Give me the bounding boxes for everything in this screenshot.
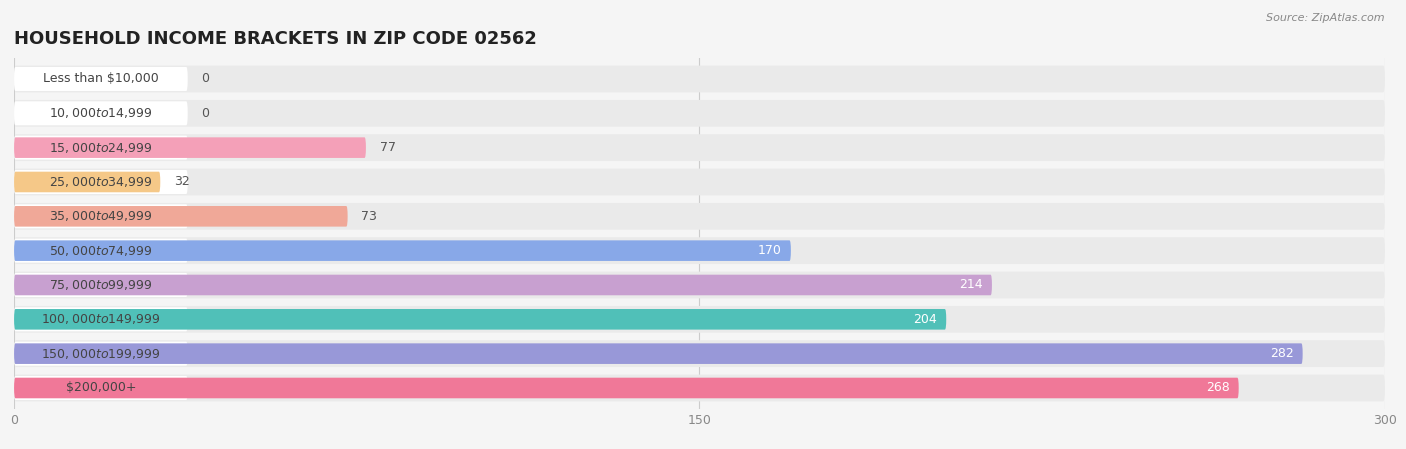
FancyBboxPatch shape xyxy=(14,340,1385,367)
FancyBboxPatch shape xyxy=(14,306,1385,333)
FancyBboxPatch shape xyxy=(14,136,188,160)
Text: 32: 32 xyxy=(174,176,190,189)
FancyBboxPatch shape xyxy=(14,378,1239,398)
FancyBboxPatch shape xyxy=(14,309,946,330)
Text: $25,000 to $34,999: $25,000 to $34,999 xyxy=(49,175,153,189)
FancyBboxPatch shape xyxy=(14,204,188,229)
FancyBboxPatch shape xyxy=(14,342,188,365)
Text: Less than $10,000: Less than $10,000 xyxy=(44,72,159,85)
Text: $75,000 to $99,999: $75,000 to $99,999 xyxy=(49,278,153,292)
FancyBboxPatch shape xyxy=(14,101,188,125)
Text: HOUSEHOLD INCOME BRACKETS IN ZIP CODE 02562: HOUSEHOLD INCOME BRACKETS IN ZIP CODE 02… xyxy=(14,31,537,48)
Text: 268: 268 xyxy=(1206,382,1229,395)
FancyBboxPatch shape xyxy=(14,272,1385,299)
Text: $100,000 to $149,999: $100,000 to $149,999 xyxy=(41,313,160,326)
FancyBboxPatch shape xyxy=(14,168,1385,195)
Text: 282: 282 xyxy=(1270,347,1294,360)
Text: $200,000+: $200,000+ xyxy=(66,382,136,395)
FancyBboxPatch shape xyxy=(14,170,188,194)
FancyBboxPatch shape xyxy=(14,67,188,91)
Text: 77: 77 xyxy=(380,141,395,154)
Text: 170: 170 xyxy=(758,244,782,257)
Text: 204: 204 xyxy=(914,313,938,326)
Text: $15,000 to $24,999: $15,000 to $24,999 xyxy=(49,141,153,154)
FancyBboxPatch shape xyxy=(14,273,188,297)
FancyBboxPatch shape xyxy=(14,343,1303,364)
FancyBboxPatch shape xyxy=(14,240,790,261)
FancyBboxPatch shape xyxy=(14,137,366,158)
FancyBboxPatch shape xyxy=(14,374,1385,401)
FancyBboxPatch shape xyxy=(14,237,1385,264)
FancyBboxPatch shape xyxy=(14,206,347,227)
Text: Source: ZipAtlas.com: Source: ZipAtlas.com xyxy=(1267,13,1385,23)
Text: 0: 0 xyxy=(201,72,209,85)
Text: $50,000 to $74,999: $50,000 to $74,999 xyxy=(49,244,153,258)
FancyBboxPatch shape xyxy=(14,376,188,400)
Text: 0: 0 xyxy=(201,107,209,120)
FancyBboxPatch shape xyxy=(14,172,160,192)
Text: $150,000 to $199,999: $150,000 to $199,999 xyxy=(41,347,160,361)
FancyBboxPatch shape xyxy=(14,100,1385,127)
Text: $10,000 to $14,999: $10,000 to $14,999 xyxy=(49,106,153,120)
FancyBboxPatch shape xyxy=(14,134,1385,161)
FancyBboxPatch shape xyxy=(14,238,188,263)
Text: $35,000 to $49,999: $35,000 to $49,999 xyxy=(49,209,153,223)
FancyBboxPatch shape xyxy=(14,275,993,295)
FancyBboxPatch shape xyxy=(14,307,188,331)
FancyBboxPatch shape xyxy=(14,66,1385,92)
FancyBboxPatch shape xyxy=(14,203,1385,230)
Text: 214: 214 xyxy=(959,278,983,291)
Text: 73: 73 xyxy=(361,210,377,223)
